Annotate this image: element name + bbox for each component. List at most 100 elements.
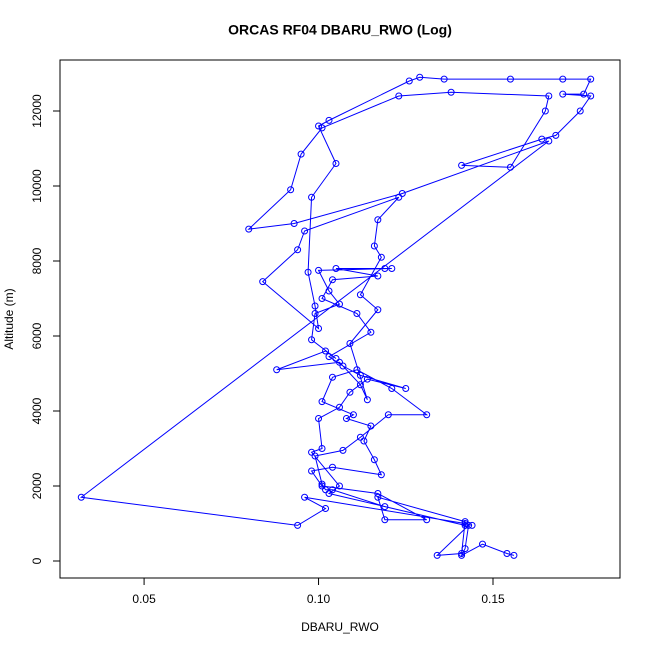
data-point — [335, 300, 343, 308]
data-point — [325, 116, 333, 124]
data-point — [356, 371, 364, 379]
data-point — [461, 545, 469, 553]
data-point — [377, 253, 385, 261]
data-point — [318, 445, 326, 453]
data-point — [322, 505, 330, 513]
y-tick-label: 4000 — [30, 397, 44, 424]
data-point — [349, 411, 357, 419]
data-point — [405, 77, 413, 85]
data-point — [461, 521, 469, 529]
data-point — [398, 190, 406, 198]
data-point — [545, 137, 553, 145]
data-point — [328, 486, 336, 494]
data-point — [468, 521, 476, 529]
data-point — [458, 551, 466, 559]
data-point — [576, 107, 584, 115]
data-point — [395, 92, 403, 100]
data-point — [363, 396, 371, 404]
data-point — [342, 415, 350, 423]
data-point — [287, 186, 295, 194]
data-point — [374, 216, 382, 224]
data-point — [545, 92, 553, 100]
data-point — [447, 88, 455, 96]
data-point — [388, 265, 396, 273]
data-point — [374, 490, 382, 498]
data-point — [335, 403, 343, 411]
data-point — [325, 287, 333, 295]
data-point — [311, 310, 319, 318]
data-point — [506, 75, 514, 83]
data-point — [318, 295, 326, 303]
data-point — [322, 347, 330, 355]
data-point — [308, 467, 316, 475]
data-point — [433, 551, 441, 559]
x-axis-label: DBARU_RWO — [301, 620, 379, 634]
y-tick-label: 2000 — [30, 472, 44, 499]
data-point — [465, 521, 473, 529]
plot-frame — [59, 59, 621, 579]
data-point — [346, 388, 354, 396]
data-point — [328, 463, 336, 471]
data-point — [318, 480, 326, 488]
data-point — [580, 90, 588, 98]
data-point — [301, 227, 309, 235]
data-line — [80, 76, 592, 557]
data-point — [308, 336, 316, 344]
data-point — [395, 193, 403, 201]
data-point — [374, 306, 382, 314]
data-point — [332, 160, 340, 168]
data-point — [503, 550, 511, 558]
data-point — [416, 73, 424, 81]
y-tick-label: 12000 — [30, 94, 44, 128]
data-point — [318, 124, 326, 132]
data-point — [370, 456, 378, 464]
data-point — [461, 518, 469, 526]
y-tick-label: 6000 — [30, 322, 44, 349]
data-point — [402, 385, 410, 393]
data-point — [423, 516, 431, 524]
data-point — [538, 135, 546, 143]
data-point — [308, 448, 316, 456]
x-tick-label: 0.15 — [481, 592, 505, 606]
data-point — [245, 225, 253, 233]
data-point — [506, 163, 514, 171]
data-point — [356, 381, 364, 389]
data-point — [290, 220, 298, 228]
data-point — [388, 385, 396, 393]
data-point — [325, 353, 333, 361]
data-point — [374, 493, 382, 501]
data-point — [325, 490, 333, 498]
data-point — [541, 107, 549, 115]
data-point — [552, 131, 560, 139]
x-tick-label: 0.10 — [307, 592, 331, 606]
data-point — [315, 325, 323, 333]
data-point — [559, 75, 567, 83]
data-point — [559, 90, 567, 98]
data-point — [381, 503, 389, 511]
data-point — [332, 355, 340, 363]
data-point — [479, 540, 487, 548]
data-point — [353, 366, 361, 374]
data-point — [384, 411, 392, 419]
data-point — [297, 150, 305, 158]
data-point — [259, 278, 267, 286]
data-point — [328, 276, 336, 284]
data-point — [458, 550, 466, 558]
data-point — [381, 265, 389, 273]
data-point — [381, 516, 389, 524]
data-point — [335, 358, 343, 366]
data-point — [315, 415, 323, 423]
data-point — [423, 411, 431, 419]
data-point — [304, 268, 312, 276]
data-point — [294, 521, 302, 529]
data-point — [315, 122, 323, 130]
data-point — [353, 310, 361, 318]
chart-title: ORCAS RF04 DBARU_RWO (Log) — [228, 22, 452, 38]
data-point — [374, 272, 382, 280]
data-point — [77, 493, 85, 501]
data-point — [311, 302, 319, 310]
data-point — [360, 437, 368, 445]
data-point — [587, 75, 595, 83]
data-point — [367, 422, 375, 430]
data-point — [370, 242, 378, 250]
